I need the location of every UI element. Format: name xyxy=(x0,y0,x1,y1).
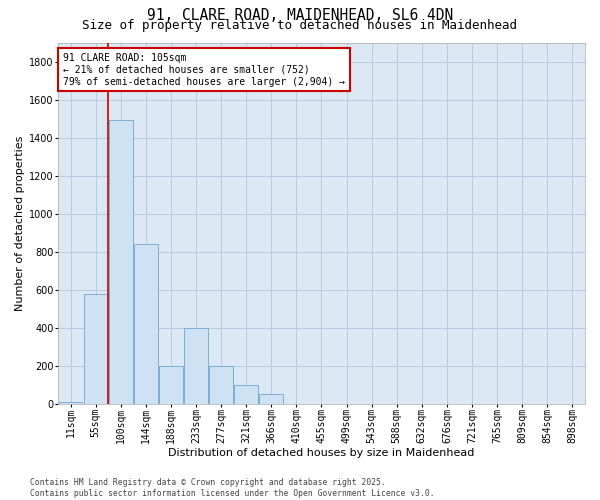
Bar xyxy=(159,366,183,404)
Text: Size of property relative to detached houses in Maidenhead: Size of property relative to detached ho… xyxy=(83,19,517,32)
Bar xyxy=(83,294,107,404)
Bar xyxy=(109,120,133,404)
Y-axis label: Number of detached properties: Number of detached properties xyxy=(15,136,25,311)
Bar xyxy=(59,402,82,404)
Text: Contains HM Land Registry data © Crown copyright and database right 2025.
Contai: Contains HM Land Registry data © Crown c… xyxy=(30,478,434,498)
Text: 91 CLARE ROAD: 105sqm
← 21% of detached houses are smaller (752)
79% of semi-det: 91 CLARE ROAD: 105sqm ← 21% of detached … xyxy=(63,54,345,86)
Bar xyxy=(259,394,283,404)
Bar xyxy=(134,244,158,404)
Bar xyxy=(234,385,258,404)
X-axis label: Distribution of detached houses by size in Maidenhead: Distribution of detached houses by size … xyxy=(168,448,475,458)
Bar xyxy=(209,366,233,404)
Text: 91, CLARE ROAD, MAIDENHEAD, SL6 4DN: 91, CLARE ROAD, MAIDENHEAD, SL6 4DN xyxy=(147,8,453,22)
Bar xyxy=(184,328,208,404)
